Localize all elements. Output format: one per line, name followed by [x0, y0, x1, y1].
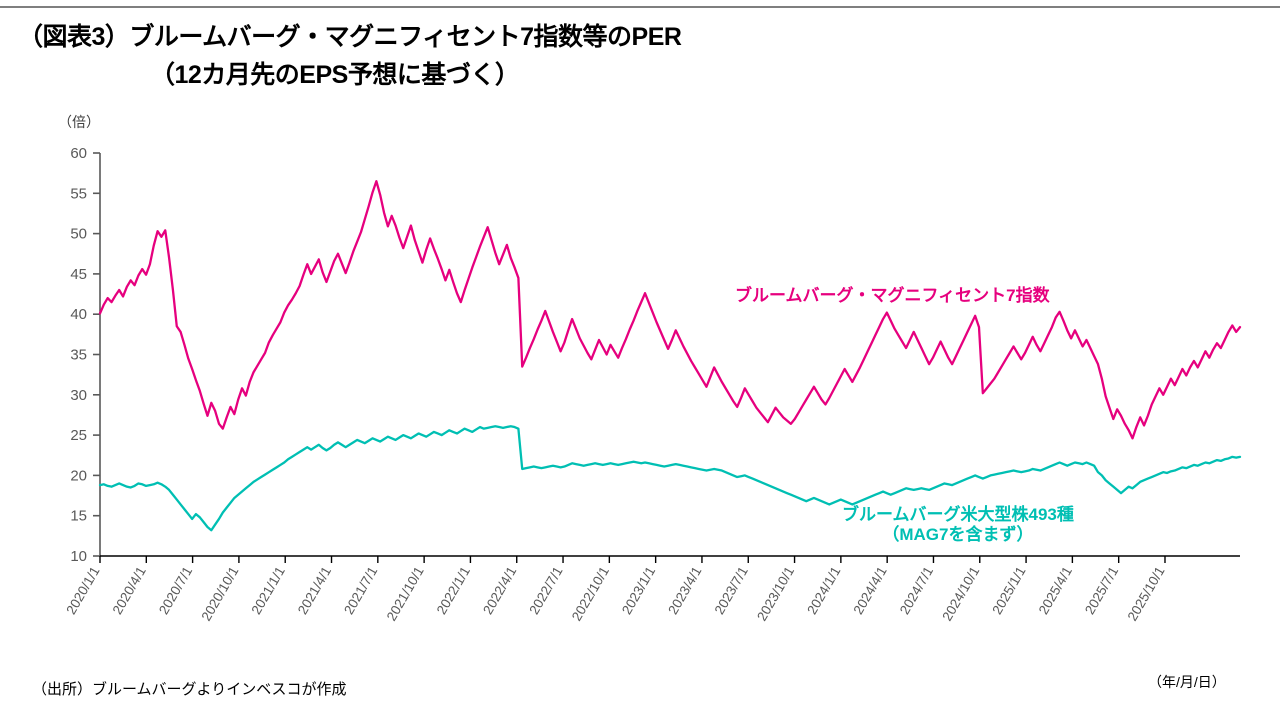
x-tick-label: 2020/1/1 [63, 564, 102, 617]
x-tick-label: 2023/4/1 [665, 564, 704, 617]
title-line-1: （図表3）ブルームバーグ・マグニフィセント7指数等のPER [18, 23, 682, 51]
top-divider [0, 6, 1280, 8]
x-tick-label: 2021/1/1 [249, 564, 288, 617]
x-tick-label: 2022/10/1 [569, 564, 612, 624]
y-tick-label: 45 [70, 266, 87, 283]
y-tick-label: 50 [70, 226, 87, 243]
y-tick-label-group: 10 15 20 25 30 35 40 45 50 55 60 [70, 145, 87, 565]
y-tick-label: 35 [70, 347, 87, 364]
x-tick-label: 2020/10/1 [198, 564, 241, 624]
y-tick-label: 30 [70, 387, 87, 404]
y-tick-label: 55 [70, 185, 87, 202]
y-axis-group: 10 15 20 25 30 35 40 45 50 55 60 [70, 145, 101, 565]
series-annotation-mag7: ブルームバーグ・マグニフィセント7指数 [735, 286, 1050, 305]
y-tick-label: 20 [70, 467, 87, 484]
series-annotation-large493: ブルームバーグ米大型株493種 （MAG7を含まず） [842, 505, 1074, 544]
source-note: （出所）ブルームバーグよりインベスコが作成 [32, 681, 347, 698]
y-tick-label: 25 [70, 427, 87, 444]
x-tick-label: 2025/1/1 [989, 564, 1028, 617]
title-line-2: （12カ月先のEPS予想に基づく） [150, 61, 520, 89]
y-tick-label: 40 [70, 306, 87, 323]
series-group [98, 180, 1242, 532]
series-annotation-large493-line1: ブルームバーグ米大型株493種 [842, 505, 1074, 524]
y-tick-label: 15 [70, 508, 87, 525]
x-tick-label: 2024/1/1 [804, 564, 843, 617]
y-tick-label: 10 [70, 548, 87, 565]
y-axis-unit-label: （倍） [58, 114, 100, 130]
x-tick-label: 2024/7/1 [897, 564, 936, 617]
x-tick-label: 2022/4/1 [480, 564, 519, 617]
page-title: （図表3）ブルームバーグ・マグニフィセント7指数等のPER （12カ月先のEPS… [0, 18, 1140, 94]
series-annotation-large493-line2: （MAG7を含まず） [882, 524, 1034, 544]
x-axis-group: 2020/1/1 2020/4/1 2020/7/1 2020/10/1 2021/1/… [63, 555, 1240, 624]
series-line-mag7 [98, 180, 1242, 440]
x-tick-label: 2021/4/1 [295, 564, 334, 617]
x-tick-label: 2025/4/1 [1036, 564, 1075, 617]
x-tick-label: 2020/4/1 [110, 564, 149, 617]
x-tick-label: 2021/10/1 [384, 564, 427, 624]
x-axis-unit-label: （年/月/日） [1148, 674, 1226, 690]
x-tick-label: 2025/7/1 [1082, 564, 1121, 617]
y-tick-group [93, 152, 100, 557]
x-tick-label: 2023/7/1 [712, 564, 751, 617]
x-tick-group [99, 556, 1166, 563]
x-tick-label-group: 2020/1/1 2020/4/1 2020/7/1 2020/10/1 2021/1/… [63, 564, 1167, 624]
x-tick-label: 2022/1/1 [434, 564, 473, 617]
x-tick-label: 2022/7/1 [526, 564, 565, 617]
x-tick-label: 2024/10/1 [939, 564, 982, 624]
x-tick-label: 2023/1/1 [619, 564, 658, 617]
x-tick-label: 2020/7/1 [156, 564, 195, 617]
x-tick-label: 2021/7/1 [341, 564, 380, 617]
x-tick-label: 2025/10/1 [1125, 564, 1168, 624]
x-tick-label: 2024/4/1 [850, 564, 889, 617]
y-tick-label: 60 [70, 145, 87, 162]
x-tick-label: 2023/10/1 [754, 564, 797, 624]
